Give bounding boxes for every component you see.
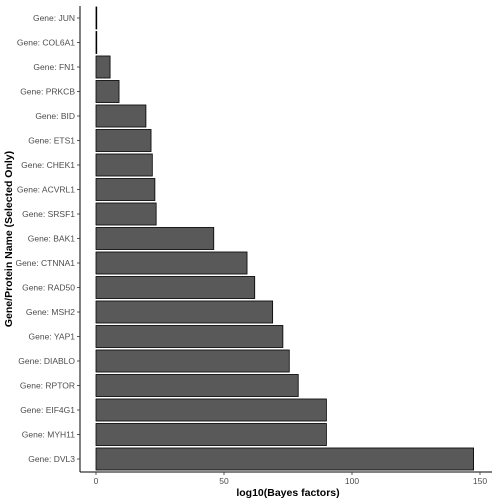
- bar-dvl3: [95, 447, 475, 471]
- bar-fn1: [95, 55, 111, 79]
- y-tick-label: Gene: ACVRL1: [17, 185, 75, 195]
- x-tick-label: 100: [345, 476, 359, 486]
- bar-prkcb: [95, 80, 120, 103]
- bar-ets1: [95, 129, 152, 152]
- bar-msh2: [95, 300, 274, 324]
- bar-eif4g1: [95, 398, 327, 422]
- bar-chek1: [95, 153, 153, 177]
- y-tick-label: Gene: CHEK1: [21, 160, 75, 170]
- bar-acvrl1: [95, 178, 156, 201]
- y-tick-label: Gene: BID: [35, 111, 75, 121]
- y-tick-label: Gene: ETS1: [28, 136, 75, 146]
- y-tick-label: Gene: DIABLO: [18, 356, 75, 366]
- x-tick-label: 150: [473, 476, 487, 486]
- y-ticks-layer: Gene: JUN Gene: COL6A1 Gene: FN1 Gene: PRKC…: [15, 13, 80, 464]
- bar-yap1: [95, 325, 284, 348]
- bar-bak1: [95, 227, 215, 250]
- bar-rad50: [95, 276, 256, 299]
- x-axis-title: log10(Bayes factors): [236, 487, 339, 499]
- x-tick-label: 50: [219, 476, 229, 486]
- x-ticks-layer: 0 50 100 150: [94, 472, 487, 486]
- axes-layer: [79, 6, 492, 473]
- y-tick-label: Gene: EIF4G1: [20, 405, 75, 415]
- bar-diablo: [95, 349, 290, 373]
- y-axis-title: Gene/Protein Name (Selected Only): [3, 151, 15, 327]
- y-tick-label: Gene: RAD50: [22, 283, 75, 293]
- bar-bid: [95, 104, 147, 128]
- y-tick-label: Gene: MSH2: [26, 307, 75, 317]
- bar-myh11: [95, 423, 327, 446]
- y-tick-label: Gene: CTNNA1: [15, 258, 75, 268]
- bar-rptor: [95, 374, 299, 397]
- bar-col6a1: [95, 31, 98, 54]
- bars-layer: [95, 6, 475, 471]
- y-tick-label: Gene: BAK1: [28, 234, 76, 244]
- y-tick-label: Gene: JUN: [33, 13, 75, 23]
- bar-srsf1: [95, 202, 157, 226]
- y-tick-label: Gene: DVL3: [28, 454, 75, 464]
- y-tick-label: Gene: SRSF1: [22, 209, 75, 219]
- y-tick-label: Gene: PRKCB: [20, 87, 75, 97]
- bar-ctnna1: [95, 251, 248, 275]
- x-tick-label: 0: [94, 476, 99, 486]
- bar-jun: [95, 6, 98, 30]
- y-tick-label: Gene: MYH11: [22, 430, 76, 440]
- y-tick-label: Gene: YAP1: [29, 332, 76, 342]
- y-tick-label: Gene: RPTOR: [20, 381, 75, 391]
- y-tick-label: Gene: COL6A1: [17, 38, 75, 48]
- y-tick-label: Gene: FN1: [33, 62, 75, 72]
